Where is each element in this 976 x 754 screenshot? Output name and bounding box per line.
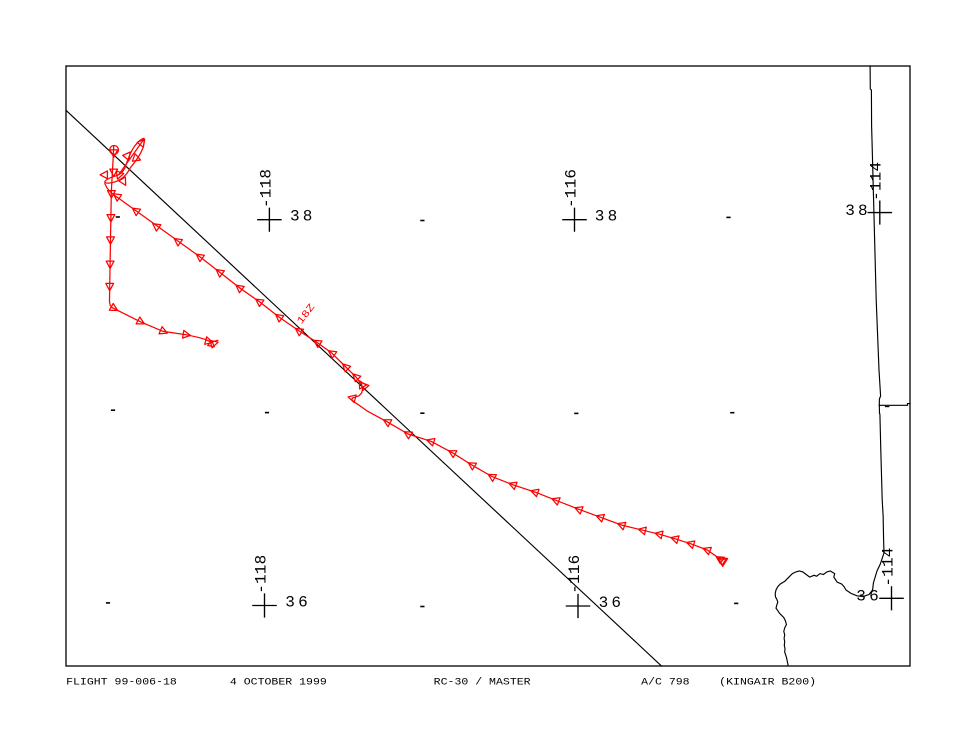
- svg-text:RC-30 / MASTER: RC-30 / MASTER: [434, 676, 531, 688]
- svg-text:-116: -116: [562, 169, 580, 208]
- svg-text:(KINGAIR B200): (KINGAIR B200): [719, 676, 816, 688]
- svg-text:-118: -118: [257, 169, 275, 208]
- svg-text:-114: -114: [868, 162, 886, 201]
- svg-text:4 OCTOBER 1999: 4 OCTOBER 1999: [230, 677, 327, 688]
- svg-text:-116: -116: [566, 555, 584, 594]
- svg-text:-114: -114: [879, 548, 897, 587]
- svg-text:FLIGHT 99-006-18: FLIGHT 99-006-18: [66, 677, 177, 688]
- svg-text:A/C 798: A/C 798: [641, 676, 689, 688]
- svg-text:-118: -118: [252, 555, 270, 594]
